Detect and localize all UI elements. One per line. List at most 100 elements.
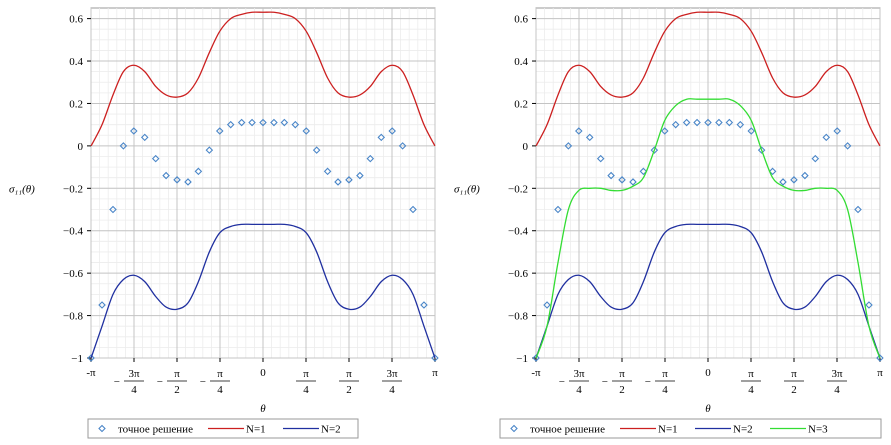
- legend-label: N=1: [658, 424, 678, 436]
- legend-box: [499, 418, 882, 439]
- data-point: [334, 178, 342, 186]
- x-tick-label: π: [877, 367, 883, 379]
- legend-item: точное решение: [510, 424, 605, 436]
- legend-label: точное решение: [530, 424, 605, 436]
- x-tick-label: π2: [339, 368, 360, 396]
- y-tick-label: 0.2: [69, 98, 83, 110]
- legend-item: N=1: [620, 424, 678, 436]
- data-point: [259, 118, 267, 127]
- data-point: [173, 176, 181, 184]
- data-point: [291, 120, 300, 129]
- data-point: [323, 167, 332, 176]
- data-point: [184, 178, 192, 186]
- data-point: [270, 118, 278, 127]
- x-tick-label: π 2−: [602, 368, 632, 396]
- data-point: [398, 142, 407, 150]
- x-tick-denominator: 2: [346, 384, 352, 396]
- y-tick-label: −0.6: [63, 268, 83, 280]
- data-point: [109, 205, 117, 214]
- x-tick-denominator: 2: [791, 384, 797, 396]
- data-point: [237, 118, 246, 127]
- x-tick-label: π 4−: [645, 368, 675, 396]
- x-tick-label: π 2−: [157, 368, 187, 396]
- x-tick-numerator: π: [303, 368, 309, 380]
- data-point: [779, 178, 787, 186]
- x-tick-label: 3π4: [827, 368, 848, 396]
- data-point: [366, 154, 375, 163]
- data-point: [162, 171, 170, 180]
- data-point: [682, 118, 691, 127]
- x-tick-numerator: π: [217, 368, 223, 380]
- x-tick-label: 3π 4−: [114, 368, 144, 396]
- data-point: [532, 354, 540, 362]
- x-tick-minus: −: [602, 376, 608, 388]
- x-tick-numerator: π: [346, 368, 352, 380]
- data-point: [194, 167, 203, 176]
- legend-marker: [98, 424, 106, 433]
- series-N=2: [535, 223, 881, 359]
- chart-panel-1: 0.60.40.20−0.2−0.4−0.6−0.8−1-π 3π4−π2−π4−…: [9, 7, 439, 439]
- data-point: [725, 118, 734, 127]
- x-tick-label: 0: [705, 367, 711, 379]
- x-tick-numerator: 3π: [386, 368, 398, 380]
- x-tick-label: -π: [531, 367, 541, 379]
- x-tick-denominator: 4: [303, 384, 309, 396]
- data-point: [736, 120, 745, 129]
- x-tick-label: π 4−: [200, 368, 230, 396]
- x-tick-numerator: 3π: [573, 368, 585, 380]
- data-point: [543, 301, 551, 309]
- y-tick-label: −0.2: [508, 183, 528, 195]
- x-tick-label: 3π4: [382, 368, 403, 396]
- data-point: [119, 142, 128, 150]
- y-tick-label: −0.6: [508, 268, 528, 280]
- legend-item: N=3: [770, 424, 828, 436]
- data-point: [420, 301, 428, 309]
- x-tick-numerator: 3π: [831, 368, 843, 380]
- data-point: [833, 127, 841, 135]
- x-tick-numerator: π: [174, 368, 180, 380]
- x-tick-denominator: 4: [662, 384, 668, 396]
- data-point: [704, 118, 712, 127]
- data-point: [639, 167, 648, 176]
- series-line: [90, 223, 436, 359]
- x-tick-label: π2: [784, 368, 805, 396]
- x-tick-numerator: π: [748, 368, 754, 380]
- data-point: [811, 154, 820, 163]
- data-point: [843, 142, 852, 150]
- x-tick-label: -π: [86, 367, 96, 379]
- data-point: [130, 127, 138, 135]
- x-tick-label: π: [432, 367, 438, 379]
- series-line: [535, 11, 881, 147]
- x-tick-denominator: 2: [619, 384, 625, 396]
- legend-label: N=1: [246, 424, 266, 436]
- x-axis-label: θ: [705, 403, 711, 415]
- x-axis-label: θ: [260, 403, 266, 415]
- x-tick-numerator: π: [791, 368, 797, 380]
- series-line: [535, 98, 881, 359]
- y-tick-label: 0.6: [514, 14, 528, 26]
- data-point: [554, 205, 562, 214]
- data-point: [607, 171, 615, 180]
- x-tick-minus: −: [645, 376, 651, 388]
- data-point: [226, 120, 235, 129]
- data-point: [822, 133, 831, 142]
- legend: точное решение N=1 N=2 N=3: [499, 418, 882, 439]
- data-point: [629, 178, 637, 186]
- data-point: [564, 142, 573, 150]
- y-tick-label: −0.8: [508, 311, 528, 323]
- legend-item: N=2: [283, 424, 341, 436]
- x-tick-numerator: 3π: [128, 368, 140, 380]
- x-tick-numerator: π: [662, 368, 668, 380]
- data-point: [865, 301, 873, 309]
- y-tick-label: −0.4: [63, 226, 83, 238]
- data-point: [356, 171, 364, 180]
- y-axis-label: σ₁₁(θ): [9, 183, 35, 195]
- data-point: [747, 127, 756, 135]
- x-tick-label: 3π 4−: [559, 368, 589, 396]
- data-point: [715, 118, 723, 127]
- chart-panel-2: 0.60.40.20−0.2−0.4−0.6−0.8−1-π 3π4−π2−π4−…: [454, 7, 884, 439]
- x-tick-denominator: 2: [174, 384, 180, 396]
- data-point: [671, 120, 680, 129]
- x-tick-denominator: 4: [748, 384, 754, 396]
